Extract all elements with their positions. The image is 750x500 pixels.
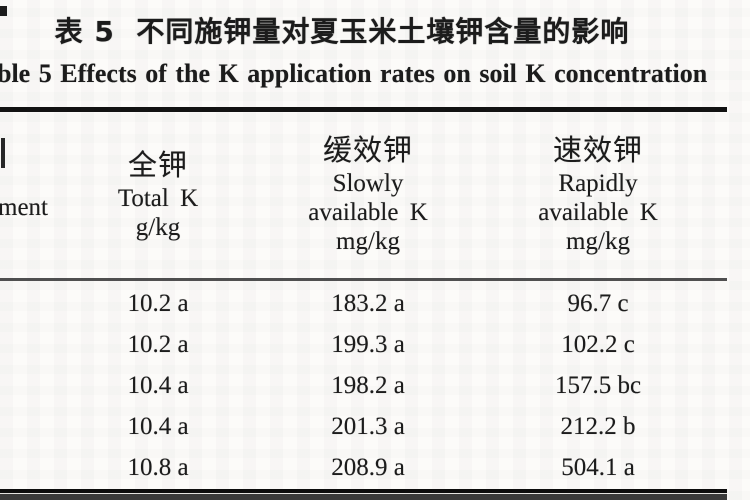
- cell-rapidly-k: 102.2 c: [561, 331, 635, 359]
- table-row: 10.4 a 198.2 a 157.5 bc: [0, 366, 727, 406]
- total-k-label-en: Total K: [117, 184, 199, 212]
- cell-rapidly-k: 212.2 b: [560, 412, 636, 440]
- cell-total-k: 10.4 a: [127, 412, 189, 440]
- clipped-character-fragment-header: [1, 138, 5, 168]
- treatment-label-tail: ment: [0, 194, 48, 221]
- slowly-k-label-en1: Slowly: [332, 170, 404, 197]
- column-header-total-k: 全钾 Total K g/kg: [68, 112, 248, 278]
- total-k-unit: g/kg: [135, 213, 181, 241]
- rapidly-k-label-en1: Rapidly: [558, 170, 638, 197]
- cell-total-k: 10.2 a: [127, 290, 189, 318]
- table-title-english: ble 5 Effects of the K application rates…: [0, 59, 708, 88]
- cell-slowly-k: 199.3 a: [331, 331, 405, 359]
- rapidly-k-unit: mg/kg: [566, 228, 630, 255]
- cell-slowly-k: 183.2 a: [331, 290, 405, 318]
- table-rule-bottom: [0, 489, 727, 500]
- cell-rapidly-k: 157.5 bc: [554, 371, 642, 399]
- column-header-treatment-clipped: ment: [0, 112, 60, 278]
- clipped-character-fragment-top: [0, 6, 7, 16]
- column-header-rapidly-available-k: 速效钾 Rapidly available K mg/kg: [498, 112, 698, 278]
- rapidly-k-label-en2: available K: [538, 199, 658, 226]
- table-row: 10.4 a 201.3 a 212.2 b: [0, 407, 727, 447]
- table-row: 10.2 a 199.3 a 102.2 c: [0, 325, 727, 365]
- cell-rapidly-k: 504.1 a: [561, 453, 635, 481]
- cell-total-k: 10.2 a: [127, 331, 189, 359]
- cell-total-k: 10.8 a: [127, 453, 189, 481]
- slowly-k-label-zh: 缓效钾: [322, 135, 413, 167]
- slowly-k-unit: mg/kg: [336, 228, 400, 255]
- cell-rapidly-k: 96.7 c: [567, 290, 629, 318]
- cell-slowly-k: 208.9 a: [331, 453, 405, 481]
- table-title-chinese: 表 5 不同施钾量对夏玉米土壤钾含量的影响: [54, 15, 630, 48]
- cell-slowly-k: 201.3 a: [331, 412, 405, 440]
- table-row: 10.8 a 208.9 a 504.1 a: [0, 448, 727, 488]
- table-rule-header-bottom: [0, 278, 727, 281]
- total-k-label-zh: 全钾: [127, 149, 188, 182]
- slowly-k-label-en2: available K: [308, 199, 428, 226]
- cell-slowly-k: 198.2 a: [331, 371, 405, 399]
- table-row: 10.2 a 183.2 a 96.7 c: [0, 284, 727, 324]
- column-header-slowly-available-k: 缓效钾 Slowly available K mg/kg: [268, 112, 468, 278]
- table-body: 10.2 a 183.2 a 96.7 c 10.2 a 199.3 a 102…: [0, 284, 727, 488]
- table-rule-top: [0, 107, 727, 112]
- cell-total-k: 10.4 a: [127, 371, 189, 399]
- rapidly-k-label-zh: 速效钾: [552, 135, 643, 167]
